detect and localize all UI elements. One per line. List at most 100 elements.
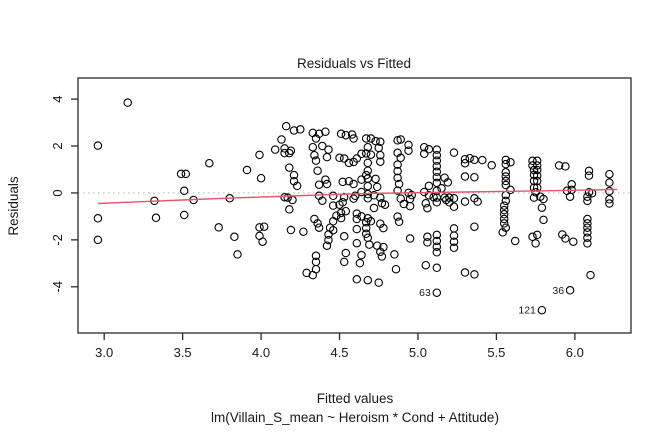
data-point (292, 181, 302, 191)
data-point (289, 170, 299, 180)
data-point (338, 177, 347, 187)
data-point (605, 169, 614, 179)
data-point (308, 142, 318, 152)
data-point (214, 223, 223, 232)
data-point (501, 172, 511, 181)
data-point (531, 239, 540, 248)
data-point (361, 218, 371, 227)
data-point (363, 194, 373, 203)
data-point (179, 210, 189, 220)
data-point (314, 180, 324, 189)
data-point (322, 241, 332, 250)
data-point (501, 180, 511, 190)
data-point (605, 186, 614, 196)
data-point (296, 125, 305, 134)
data-point (394, 217, 404, 227)
data-point (255, 223, 264, 232)
data-point (328, 217, 338, 226)
data-point (349, 194, 358, 203)
data-point (371, 136, 380, 146)
data-point (586, 270, 595, 280)
data-point (584, 166, 594, 176)
data-point (270, 145, 280, 154)
data-point (361, 229, 371, 239)
data-point (583, 233, 592, 243)
data-point (328, 201, 338, 210)
data-point (460, 268, 470, 277)
data-point (506, 157, 515, 167)
data-point (233, 250, 242, 259)
data-point (322, 152, 332, 162)
y-tick-label: -2 (50, 234, 65, 246)
data-point (369, 203, 379, 213)
data-point (93, 141, 103, 150)
data-point (449, 243, 459, 253)
data-point (539, 194, 548, 204)
data-point (363, 181, 373, 191)
data-point (506, 185, 515, 195)
data-point (501, 176, 511, 186)
data-point (361, 149, 371, 158)
data-point (335, 153, 344, 163)
data-point (339, 154, 349, 163)
data-point (432, 156, 442, 165)
data-point (363, 142, 373, 152)
data-point (404, 140, 413, 150)
data-point (336, 213, 346, 223)
data-point (376, 137, 385, 147)
data-point (501, 155, 511, 165)
data-point (366, 134, 376, 143)
data-point (352, 209, 362, 218)
data-point (532, 156, 542, 166)
outlier-point-63 (432, 288, 442, 297)
data-point (328, 225, 338, 235)
data-point (437, 184, 446, 193)
data-point (93, 214, 103, 223)
data-point (584, 171, 594, 180)
data-point (432, 145, 442, 154)
data-point (473, 197, 482, 206)
data-point (324, 145, 333, 154)
data-point (313, 166, 322, 175)
data-point (289, 126, 299, 135)
data-point (583, 228, 592, 237)
data-point (561, 162, 570, 171)
data-point (529, 176, 539, 186)
data-point (205, 158, 214, 168)
y-tick-label: 4 (50, 95, 65, 102)
chart-title: Residuals vs Fitted (297, 56, 411, 71)
data-point (583, 196, 592, 206)
data-point (376, 150, 385, 160)
data-point (179, 186, 189, 196)
data-point (352, 154, 362, 163)
data-point (349, 134, 358, 143)
data-point (361, 134, 371, 143)
data-point (336, 129, 346, 139)
data-point (324, 235, 333, 245)
data-point (528, 161, 537, 170)
data-point (322, 179, 332, 189)
data-point (352, 214, 362, 224)
data-point (501, 168, 511, 177)
data-point (393, 212, 402, 221)
data-point (565, 192, 575, 201)
data-point (499, 210, 509, 219)
data-point (423, 203, 432, 213)
data-point (432, 161, 442, 171)
data-point (341, 206, 351, 216)
data-point (499, 219, 509, 228)
data-point (432, 150, 442, 160)
data-point (314, 223, 324, 232)
data-point (561, 234, 570, 243)
data-point (332, 211, 341, 220)
data-point (583, 239, 592, 248)
data-point (349, 179, 358, 189)
data-point (394, 179, 404, 189)
data-point (321, 175, 330, 184)
outlier-label-121: 121 (518, 305, 536, 317)
data-point (283, 193, 292, 202)
data-point (352, 238, 362, 248)
outlier-point-121 (537, 305, 547, 315)
data-point (404, 146, 413, 155)
data-point (432, 263, 442, 273)
